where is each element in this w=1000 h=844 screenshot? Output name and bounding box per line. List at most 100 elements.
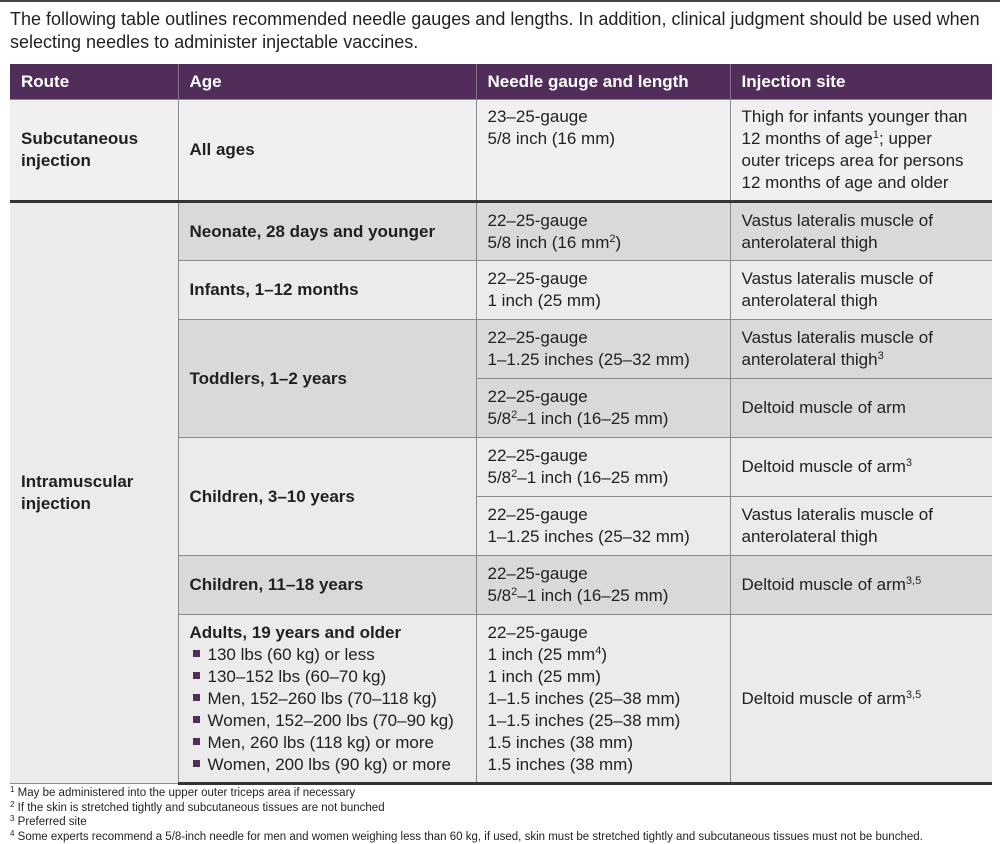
footnote-ref: 1 (873, 129, 879, 141)
text-line: anterolateral thigh (742, 526, 982, 548)
site-cell: Deltoid muscle of arm3,5 (730, 556, 992, 615)
text-line: 22–25-gauge (488, 563, 719, 585)
text-line: Deltoid muscle of arm3,5 (742, 574, 982, 596)
footnote-ref: 2 (609, 233, 615, 245)
header-needle: Needle gauge and length (476, 64, 730, 100)
text-line: Vastus lateralis muscle of (742, 327, 982, 349)
bullet-item: Women, 200 lbs (90 kg) or more (190, 754, 465, 776)
text-line: Vastus lateralis muscle of (742, 268, 982, 290)
text-line: 1 inch (25 mm) (488, 666, 719, 688)
footnote-ref: 4 (595, 645, 601, 657)
text-line: anterolateral thigh (742, 232, 982, 254)
bullet-icon (193, 760, 200, 767)
text-line: 1–1.25 inches (25–32 mm) (488, 526, 719, 548)
footnote: 3 Preferred site (10, 815, 1000, 830)
age-cell: Children, 11–18 years (178, 556, 476, 615)
text-line: 1–1.5 inches (25–38 mm) (488, 688, 719, 710)
text-line: 22–25-gauge (488, 327, 719, 349)
top-rule (0, 0, 1000, 2)
bullet-icon (193, 716, 200, 723)
needle-table: Route Age Needle gauge and length Inject… (10, 64, 992, 785)
bullet-item: 130 lbs (60 kg) or less (190, 644, 465, 666)
header-age: Age (178, 64, 476, 100)
text-line: Vastus lateralis muscle of (742, 504, 982, 526)
text-line: 1 inch (25 mm) (488, 290, 719, 312)
age-cell: Toddlers, 1–2 years (178, 320, 476, 438)
text-line: 1–1.5 inches (25–38 mm) (488, 710, 719, 732)
text-line: Thigh for infants younger than (742, 106, 982, 128)
site-cell: Deltoid muscle of arm3 (730, 438, 992, 497)
age-cell: All ages (178, 100, 476, 202)
bullet-icon (193, 672, 200, 679)
age-cell: Children, 3–10 years (178, 438, 476, 556)
text-line: Deltoid muscle of arm (742, 397, 982, 419)
text-line: Deltoid muscle of arm3 (742, 456, 982, 478)
age-cell: Neonate, 28 days and younger (178, 202, 476, 261)
age-cell: Infants, 1–12 months (178, 261, 476, 320)
footnote-number: 3 (10, 814, 14, 823)
text-line: 22–25-gauge (488, 386, 719, 408)
age-heading: Adults, 19 years and older (190, 622, 465, 644)
table-header: Route Age Needle gauge and length Inject… (10, 64, 992, 100)
text-line: anterolateral thigh3 (742, 349, 982, 371)
footnote: 1 May be administered into the upper out… (10, 786, 1000, 801)
text-line: 22–25-gauge (488, 445, 719, 467)
footnote-number: 1 (10, 785, 14, 794)
text-line: 23–25-gauge (488, 106, 719, 128)
bullet-item: Men, 152–260 lbs (70–118 kg) (190, 688, 465, 710)
bullet-icon (193, 738, 200, 745)
text-line: 5/82–1 inch (16–25 mm) (488, 408, 719, 430)
text-line: 22–25-gauge (488, 268, 719, 290)
text-line: anterolateral thigh (742, 290, 982, 312)
header-route: Route (10, 64, 178, 100)
text-line: 22–25-gauge (488, 210, 719, 232)
header-site: Injection site (730, 64, 992, 100)
footnote-ref: 2 (511, 468, 517, 480)
footnotes: 1 May be administered into the upper out… (10, 786, 1000, 844)
footnote-number: 2 (10, 800, 14, 809)
text-line: Deltoid muscle of arm3,5 (742, 688, 982, 710)
text-line: 5/8 inch (16 mm) (488, 128, 719, 150)
text-line: 12 months of age1; upper (742, 128, 982, 150)
site-cell: Deltoid muscle of arm (730, 379, 992, 438)
site-cell: Deltoid muscle of arm3,5 (730, 615, 992, 784)
text-line: 1.5 inches (38 mm) (488, 754, 719, 776)
text-line: Vastus lateralis muscle of (742, 210, 982, 232)
route-cell: Intramuscular injection (10, 202, 178, 784)
text-line: 5/82–1 inch (16–25 mm) (488, 585, 719, 607)
text-line: 5/8 inch (16 mm2) (488, 232, 719, 254)
text-line: 1–1.25 inches (25–32 mm) (488, 349, 719, 371)
footnote-ref: 2 (511, 586, 517, 598)
bullet-icon (193, 650, 200, 657)
bullet-icon (193, 694, 200, 701)
text-line: 12 months of age and older (742, 172, 982, 194)
text-line: 1.5 inches (38 mm) (488, 732, 719, 754)
footnote-ref: 2 (511, 409, 517, 421)
bullet-item: 130–152 lbs (60–70 kg) (190, 666, 465, 688)
text-line: 22–25-gauge (488, 622, 719, 644)
footnote-ref: 3,5 (906, 575, 921, 587)
bullet-item: Men, 260 lbs (118 kg) or more (190, 732, 465, 754)
footnote: 2 If the skin is stretched tightly and s… (10, 801, 1000, 816)
bullet-item: Women, 152–200 lbs (70–90 kg) (190, 710, 465, 732)
text-line: outer triceps area for persons (742, 150, 982, 172)
footnote-ref: 3 (878, 350, 884, 362)
text-line: 22–25-gauge (488, 504, 719, 526)
intro-text: The following table outlines recommended… (10, 8, 995, 54)
footnote-ref: 3 (906, 457, 912, 469)
text-line: 1 inch (25 mm4) (488, 644, 719, 666)
